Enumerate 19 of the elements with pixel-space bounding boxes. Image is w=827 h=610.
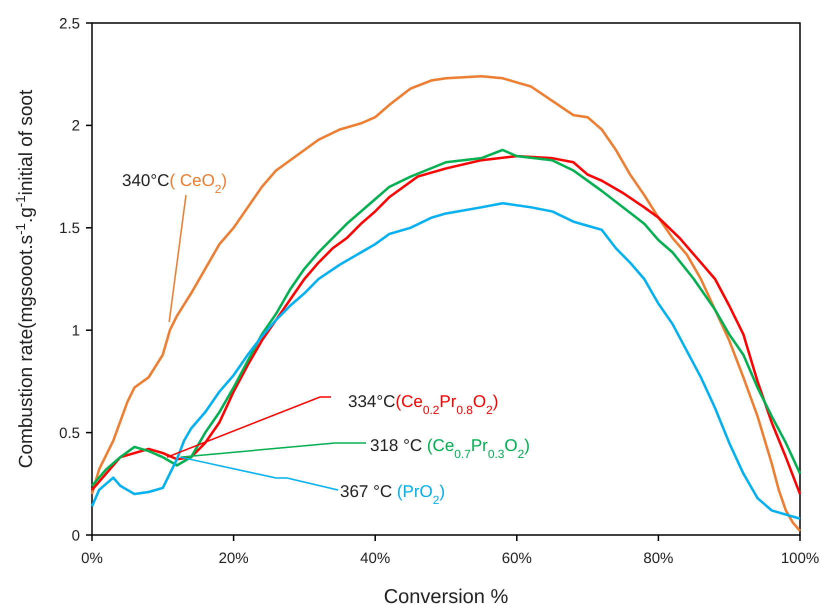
x-tick-label: 60%: [502, 550, 532, 567]
x-tick-label: 80%: [643, 550, 674, 567]
y-tick-label: 1: [72, 322, 80, 340]
y-tick-label: 0: [72, 527, 80, 544]
y-tick-label: 2: [72, 118, 80, 135]
y-tick-label: 2.5: [59, 15, 80, 32]
annotation: 367 °C (PrO$_{2}$): [340, 482, 446, 507]
annotation: 334°C(Ce$_{0.2}$Pr$_{0.8}$O$_{2}$): [348, 392, 498, 417]
x-tick-label: 40%: [360, 550, 390, 567]
annotation: 340°C( CeO$_{2}$): [122, 171, 228, 196]
line-series: [90, 202, 802, 520]
annotation: 318 °C (Ce$_{0.7}$Pr$_{0.3}$O$_{2}$): [370, 436, 530, 461]
y-tick-label: 1.5: [59, 220, 80, 238]
x-tick-label: 0%: [81, 550, 103, 567]
x-axis-title: Conversion %: [384, 586, 508, 608]
x-tick-label: 100%: [780, 550, 820, 567]
x-tick-label: 20%: [218, 550, 249, 567]
y-tick-label: 0.5: [59, 424, 80, 442]
line-series: [90, 75, 802, 532]
